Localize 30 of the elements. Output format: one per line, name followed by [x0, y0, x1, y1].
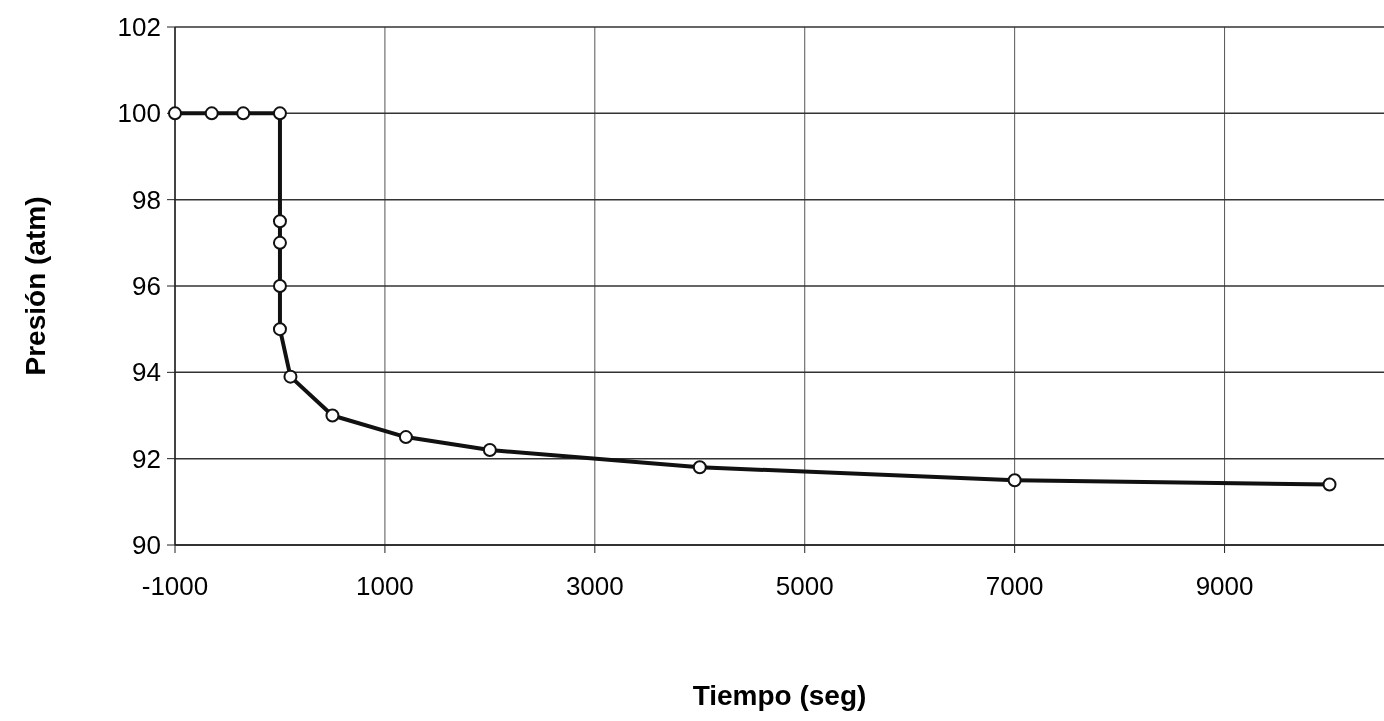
point	[272, 279, 287, 293]
point	[692, 460, 707, 475]
y-tick-label: 90	[132, 530, 161, 561]
x-tick-label: 3000	[565, 571, 624, 601]
point	[1322, 477, 1337, 492]
y-axis-title: Presión (atm)	[20, 196, 51, 376]
point	[482, 443, 497, 458]
y-tick-label: 96	[132, 271, 161, 302]
point	[272, 235, 287, 250]
y-tick-label: 98	[132, 184, 161, 215]
point	[398, 430, 413, 445]
x-tick-label: 9000	[1195, 571, 1254, 601]
y-tick-label: 94	[132, 357, 161, 388]
point	[272, 106, 287, 121]
y-tick-label: 92	[132, 443, 161, 474]
x-tick-label: 5000	[775, 571, 834, 601]
point	[204, 106, 219, 121]
point	[283, 369, 298, 384]
x-tick-label: 7000	[985, 571, 1044, 601]
x-axis-title: Tiempo (seg)	[692, 680, 867, 711]
x-tick-label: -1000	[141, 571, 209, 601]
point	[325, 408, 340, 423]
point	[236, 106, 251, 121]
x-tick-label: 1000	[355, 571, 414, 601]
point	[272, 214, 287, 229]
point	[168, 106, 182, 121]
point	[272, 322, 287, 337]
point	[1007, 473, 1022, 488]
y-tick-label: 100	[117, 98, 161, 129]
y-tick-label: 102	[117, 12, 161, 43]
